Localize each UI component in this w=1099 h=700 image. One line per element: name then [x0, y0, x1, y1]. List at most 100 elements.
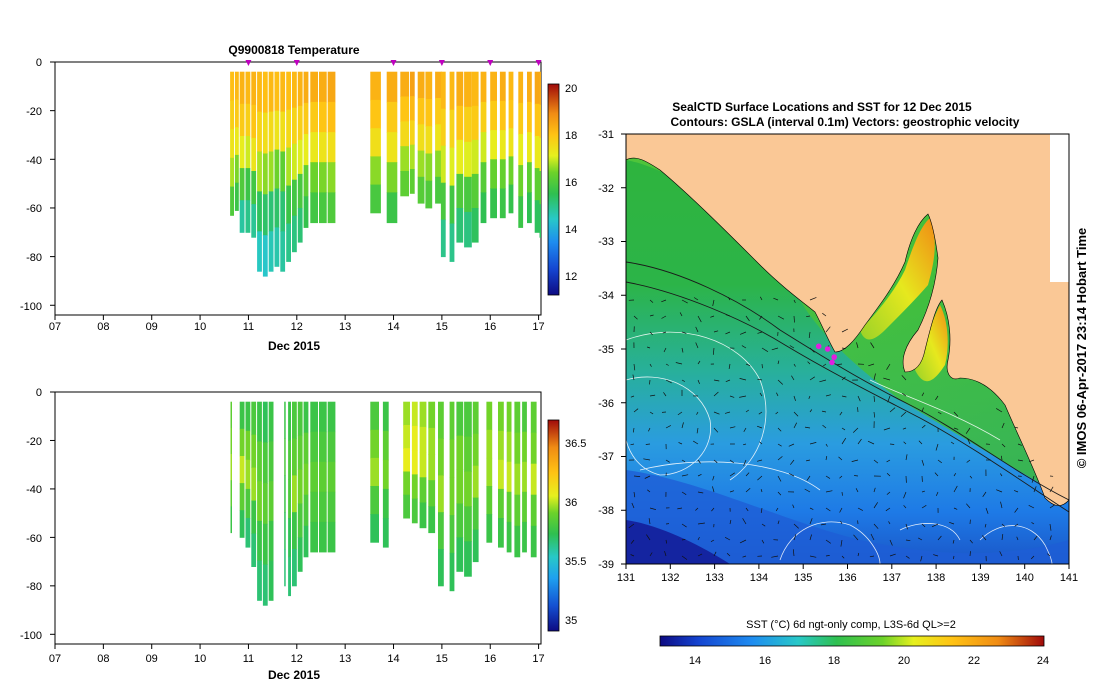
velocity-vector: [1001, 443, 1006, 448]
profile-cell: [435, 71, 442, 99]
profile-cell: [286, 109, 291, 149]
geostrophic-vectors: [628, 296, 1056, 562]
profile-cell: [411, 498, 418, 524]
x-tick-label: 11: [243, 653, 254, 665]
velocity-vector: [724, 411, 731, 414]
profile-cell: [257, 481, 262, 522]
velocity-vector: [790, 459, 795, 465]
profile-cell: [262, 442, 268, 484]
profile-cell: [292, 401, 297, 439]
x-tick-label: 12: [291, 321, 303, 333]
profile-cell: [239, 483, 245, 511]
velocity-vector: [1013, 490, 1019, 493]
velocity-vector: [665, 363, 669, 366]
profile-cell: [286, 185, 291, 225]
profile-cell: [280, 191, 286, 232]
velocity-vector: [777, 315, 785, 320]
profile-cell: [506, 491, 512, 523]
velocity-vector: [825, 539, 832, 544]
velocity-vector: [883, 427, 891, 431]
velocity-vector: [900, 411, 907, 417]
profile-cell: [403, 494, 410, 519]
profile-cell: [403, 401, 410, 426]
profile-cell: [268, 401, 274, 442]
velocity-vector: [921, 490, 926, 493]
velocity-vector: [969, 551, 971, 557]
profile-marker: [245, 60, 252, 66]
profile-cell: [262, 564, 268, 606]
profile-markers: [245, 60, 542, 66]
velocity-vector: [918, 537, 923, 541]
velocity-vector: [761, 523, 766, 527]
velocity-vector: [889, 407, 896, 413]
x-tick-label: 14: [387, 321, 399, 333]
profile-cell: [425, 99, 433, 127]
profile-cell: [486, 457, 493, 487]
velocity-vector: [793, 299, 796, 304]
lon-tick-label: 133: [705, 572, 723, 584]
velocity-vector: [902, 393, 907, 397]
profile-cell: [268, 191, 274, 232]
profile-cell: [234, 71, 239, 100]
velocity-vector: [870, 342, 875, 349]
profile-cell: [257, 231, 262, 272]
lat-tick-label: -39: [598, 559, 614, 571]
profile-cell: [370, 457, 379, 487]
velocity-vector: [806, 459, 811, 462]
velocity-vector: [1031, 475, 1035, 483]
profile-cell: [327, 71, 336, 103]
profile-cell: [319, 431, 327, 463]
velocity-vector: [681, 347, 684, 353]
profile-cell: [251, 434, 257, 469]
velocity-vector: [742, 555, 747, 558]
seal-location-marker: [831, 354, 837, 360]
profile-cell: [262, 112, 268, 154]
velocity-vector: [724, 536, 731, 541]
map-y-ticks: -31 -32 -33 -34 -35 -36 -37 -38 -39: [598, 129, 614, 571]
velocity-vector: [841, 555, 845, 559]
profile-cell: [449, 71, 455, 111]
profile-cell: [230, 129, 234, 159]
profile-cell: [464, 436, 472, 472]
velocity-vector: [841, 328, 848, 333]
profile-cell: [230, 454, 232, 481]
velocity-vector: [825, 507, 831, 512]
velocity-vector: [905, 523, 908, 530]
velocity-vector: [628, 523, 635, 529]
profile-cell: [310, 71, 318, 103]
velocity-vector: [662, 331, 667, 334]
profile-cell: [534, 71, 541, 105]
profile-cell: [230, 186, 234, 216]
profile-cell: [419, 477, 427, 503]
velocity-vector: [649, 394, 656, 397]
lon-tick-label: 134: [750, 572, 768, 584]
velocity-vector: [741, 345, 747, 349]
sst-tick-label: 14: [689, 655, 701, 667]
profile-cell: [428, 454, 436, 481]
profile-cell: [280, 71, 286, 113]
profile-cell: [522, 491, 527, 523]
profile-cell: [409, 71, 415, 97]
x-tick-label: 17: [532, 653, 544, 665]
velocity-vector: [632, 427, 635, 433]
profile-cell: [257, 560, 262, 601]
velocity-vector: [761, 363, 763, 369]
profile-cell: [456, 537, 464, 572]
y-tick-label: -20: [26, 436, 42, 448]
velocity-vector: [840, 520, 843, 525]
profile-cell: [319, 162, 327, 193]
velocity-vector: [953, 555, 955, 560]
profile-cell: [230, 506, 232, 534]
velocity-vector: [665, 539, 668, 544]
x-tick-label: 15: [436, 321, 448, 333]
profile-cell: [292, 71, 297, 109]
missing-data-strip: [1050, 134, 1069, 282]
profile-cell: [409, 169, 415, 194]
velocity-vector: [777, 491, 782, 496]
profile-cell: [449, 147, 455, 186]
velocity-vector: [825, 443, 828, 447]
profile-cell: [386, 192, 398, 224]
profile-cell: [438, 512, 444, 550]
velocity-vector: [901, 375, 907, 381]
